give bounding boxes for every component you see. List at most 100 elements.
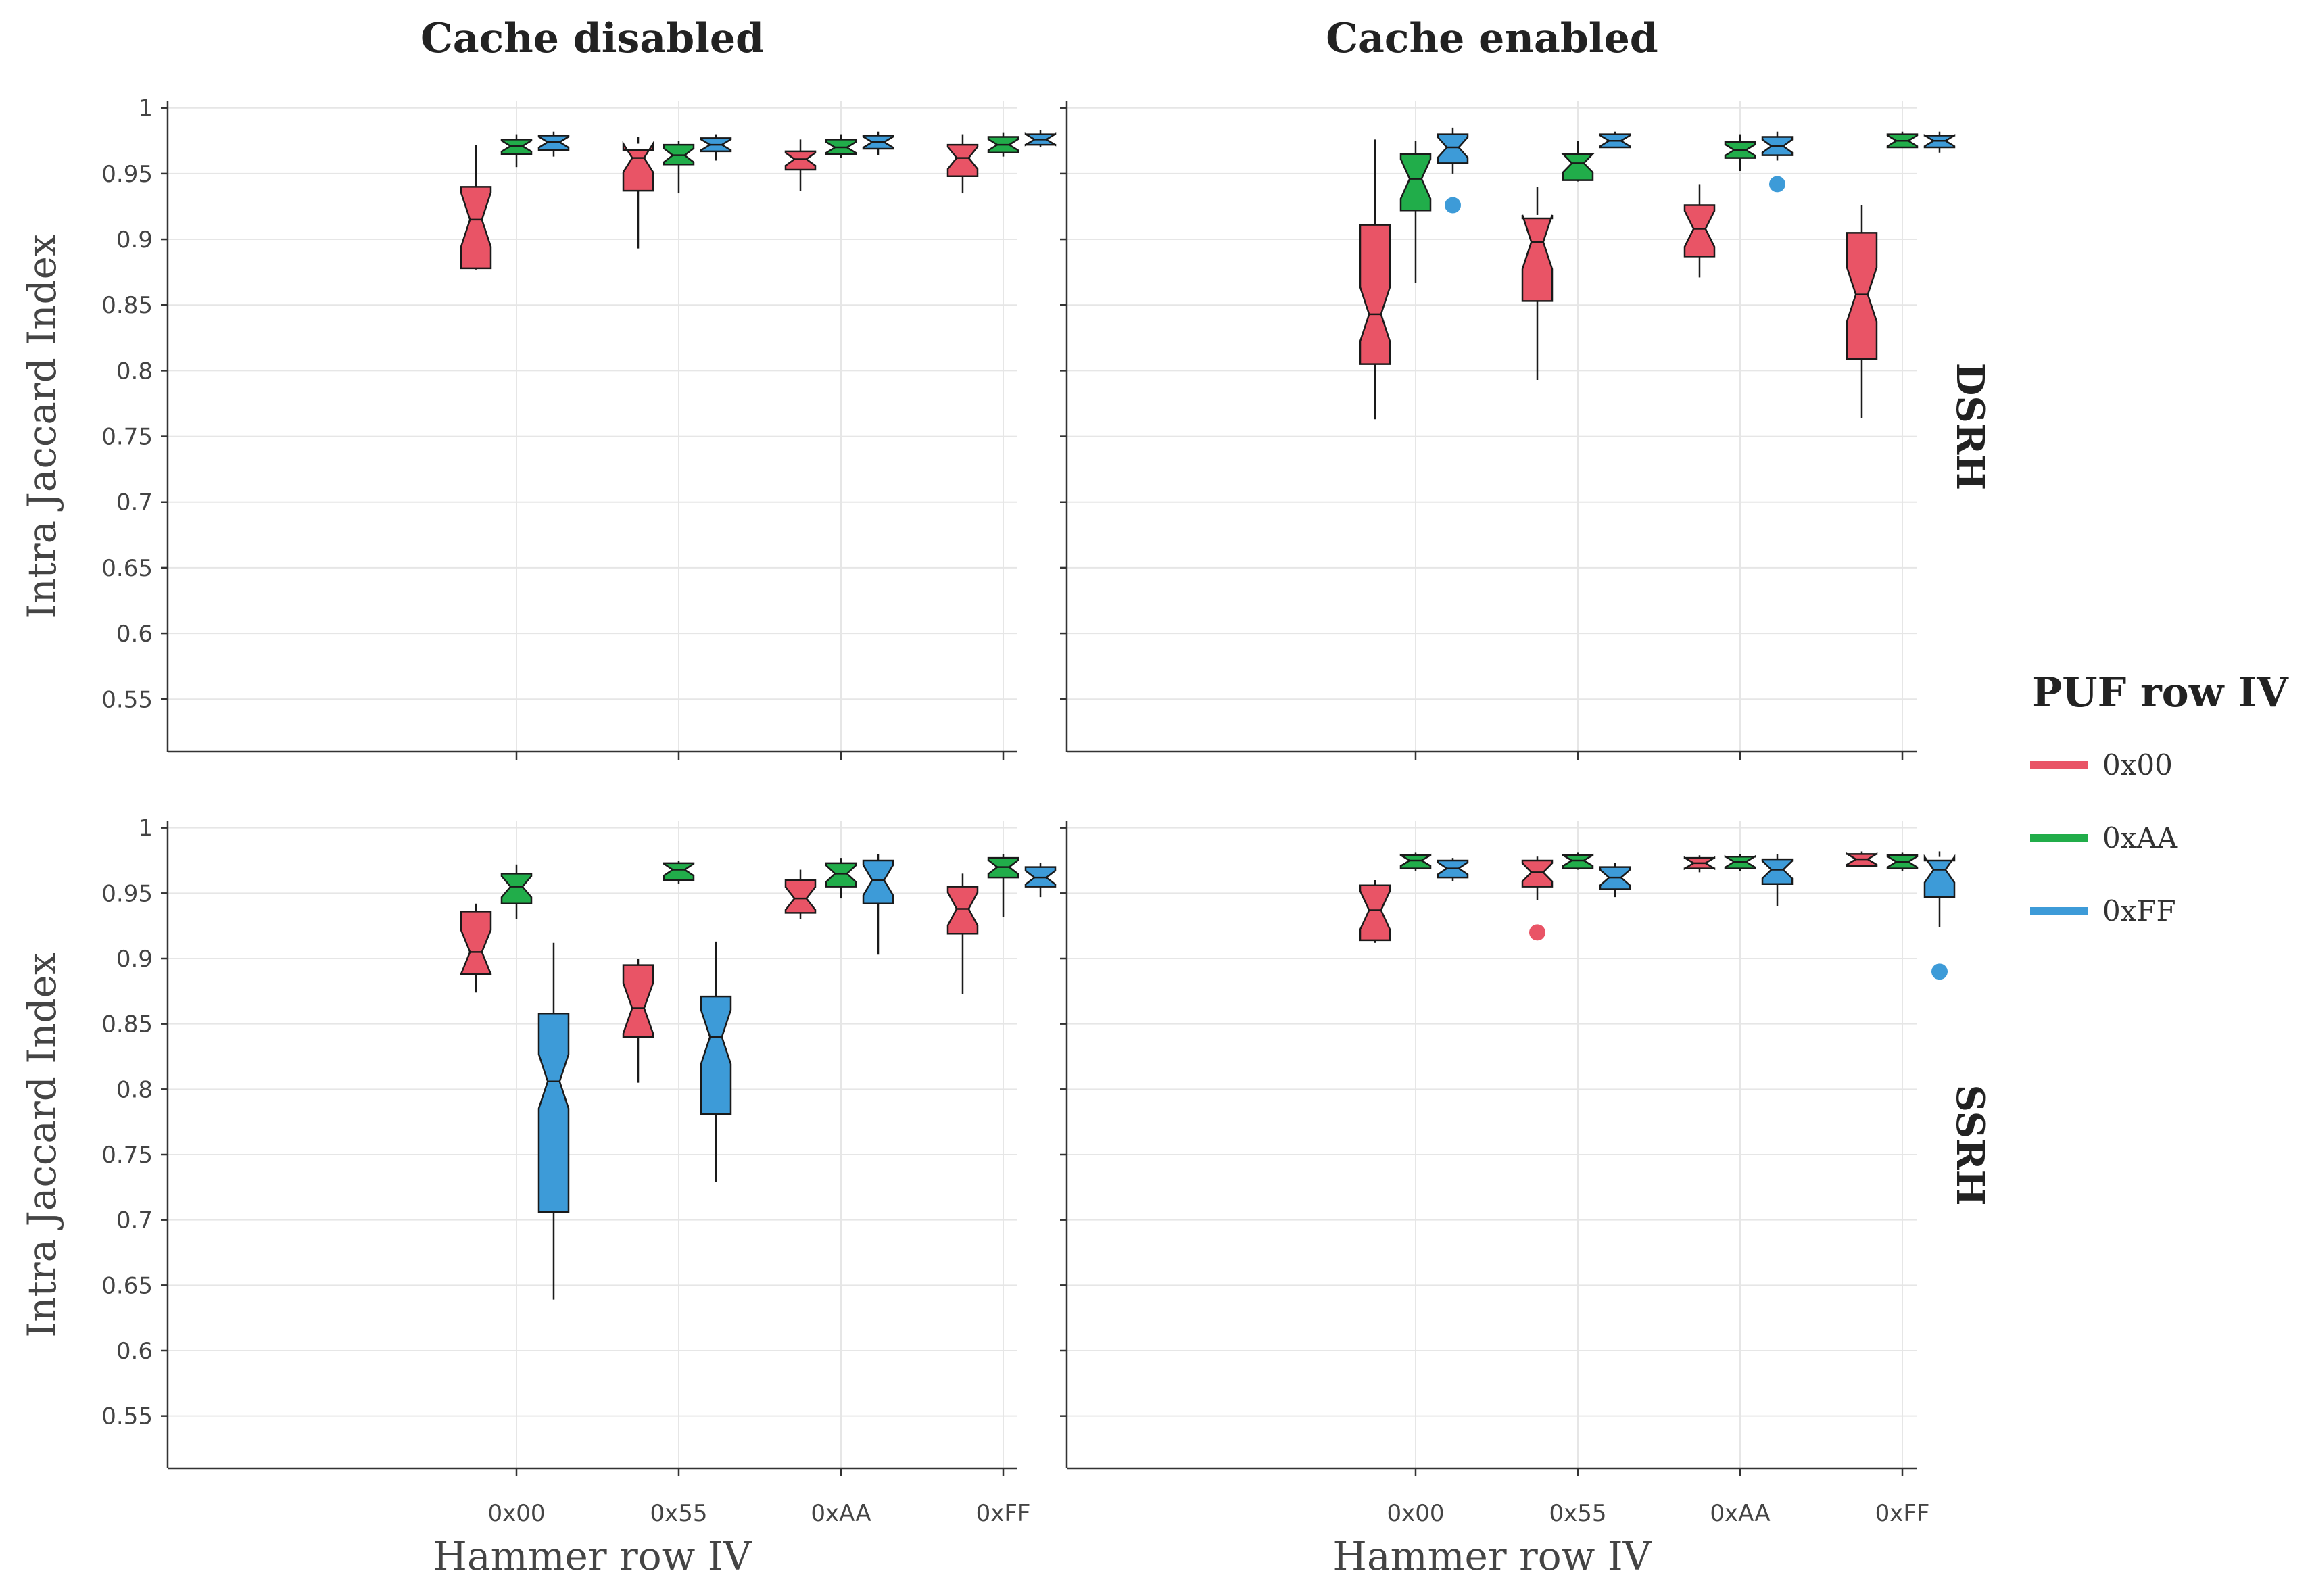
y-tick-label: 0.85	[101, 1011, 153, 1038]
y-tick-label: 0.55	[101, 1403, 153, 1430]
x-tick-label: 0x55	[1549, 1500, 1606, 1527]
notched-box	[1562, 853, 1594, 869]
box-0xFF	[1923, 851, 1956, 980]
notched-box	[1683, 204, 1716, 258]
box-0xAA	[825, 858, 857, 899]
y-tick-label: 0.85	[101, 292, 153, 319]
box-0xFF	[1024, 130, 1057, 148]
box-0x00	[1846, 205, 1878, 418]
notched-box	[784, 150, 817, 171]
outlier-point	[1529, 924, 1545, 941]
outlier-point	[1445, 197, 1461, 214]
y-tick-label: 0.95	[101, 161, 153, 188]
notched-box	[537, 1012, 570, 1213]
box-0xFF	[1437, 127, 1469, 214]
legend-item: 0xFF	[2030, 894, 2176, 927]
y-axis-title: Intra Jaccard Index	[19, 234, 65, 619]
box-0xAA	[500, 134, 533, 168]
notched-box	[946, 886, 979, 935]
facet-panel: 1 0.95 0.9 0.85 0.8 0.75 0.7 0.65 0.6 0.55	[101, 95, 1057, 760]
notched-box	[622, 141, 654, 192]
box-0xFF	[862, 131, 894, 155]
y-tick-label: 0.6	[116, 621, 153, 648]
box-0x00	[946, 873, 979, 994]
legend-label: 0xAA	[2102, 821, 2178, 854]
notched-box	[946, 143, 979, 178]
y-tick-label: 0.65	[101, 555, 153, 582]
box-0xAA	[825, 134, 857, 158]
notched-box	[1359, 224, 1391, 365]
y-tick-label: 0.75	[101, 1142, 153, 1169]
y-tick-label: 0.65	[101, 1272, 153, 1299]
box-0x00	[1359, 139, 1391, 420]
box-0x00	[1683, 184, 1716, 278]
legend-item: 0x00	[2030, 748, 2173, 781]
notched-box	[622, 964, 654, 1038]
facet-row-title: SSRH	[1948, 1084, 1992, 1205]
box-0xAA	[1886, 852, 1919, 871]
notched-box	[862, 859, 894, 905]
box-0x00	[460, 903, 492, 993]
notched-box	[663, 862, 695, 881]
box-0xFF	[537, 131, 570, 157]
y-tick-label: 0.9	[116, 946, 153, 973]
box-0x00	[1521, 187, 1554, 381]
y-tick-label: 1	[138, 95, 153, 122]
notched-box	[500, 873, 533, 905]
x-axis-title: Hammer row IV	[1332, 1533, 1652, 1579]
notched-box	[1561, 153, 1595, 181]
facet-panel: 1 0.95 0.9 0.85 0.8 0.75 0.7 0.65 0.6 0.55 0x00 0x5…	[101, 815, 1057, 1527]
legend: PUF row IV 0x00 0xAA 0xFF	[2030, 669, 2289, 927]
outlier-point	[1931, 963, 1948, 980]
box-0xAA	[1724, 134, 1756, 172]
box-0x00	[784, 869, 817, 919]
x-tick-label: 0x00	[487, 1500, 545, 1527]
notched-box	[1521, 214, 1554, 302]
box-0x00	[1683, 855, 1716, 873]
box-0xFF	[700, 941, 732, 1182]
notched-box	[1399, 853, 1432, 869]
notched-box	[1923, 854, 1956, 898]
box-0xFF	[1024, 863, 1057, 898]
notched-box	[460, 911, 492, 975]
outlier-point	[1769, 176, 1785, 193]
box-0xAA	[987, 132, 1019, 157]
y-tick-label: 0.8	[116, 358, 153, 385]
x-tick-label: 0xAA	[1710, 1500, 1770, 1527]
x-tick-label: 0x55	[650, 1500, 707, 1527]
notched-box	[1761, 858, 1794, 886]
y-tick-label: 0.55	[101, 686, 153, 713]
box-0x00	[1521, 856, 1554, 941]
box-0x00	[1359, 880, 1391, 943]
box-0xFF	[700, 134, 732, 161]
box-0xFF	[1437, 858, 1469, 881]
x-axis-title: Hammer row IV	[433, 1533, 752, 1579]
notched-box	[1359, 884, 1391, 942]
box-0xAA	[1562, 852, 1594, 870]
notched-box	[1846, 232, 1878, 360]
y-tick-label: 1	[138, 815, 153, 842]
box-0xAA	[663, 861, 695, 884]
notched-box	[1399, 153, 1432, 212]
box-0xAA	[1886, 131, 1919, 149]
box-0xFF	[1923, 131, 1956, 153]
facet-row-title: DSRH	[1948, 363, 1992, 490]
notched-box	[1521, 859, 1554, 888]
box-0x00	[622, 137, 654, 249]
facet-panel	[1060, 101, 1956, 760]
x-tick-label: 0x00	[1387, 1500, 1444, 1527]
box-0xAA	[1561, 141, 1595, 182]
box-0xAA	[1399, 141, 1432, 283]
y-tick-label: 0.75	[101, 424, 153, 451]
y-tick-label: 0.7	[116, 489, 153, 516]
box-0x00	[946, 134, 979, 194]
box-0xFF	[1599, 863, 1631, 898]
box-0xFF	[1761, 131, 1794, 193]
facet-panel: 0x00 0x55 0xAA 0xFF	[1060, 821, 1956, 1527]
y-axis-title: Intra Jaccard Index	[19, 952, 65, 1337]
legend-label: 0x00	[2102, 748, 2173, 781]
box-0x00	[1846, 851, 1878, 867]
box-0xFF	[1761, 854, 1794, 906]
box-0xAA	[500, 864, 533, 919]
